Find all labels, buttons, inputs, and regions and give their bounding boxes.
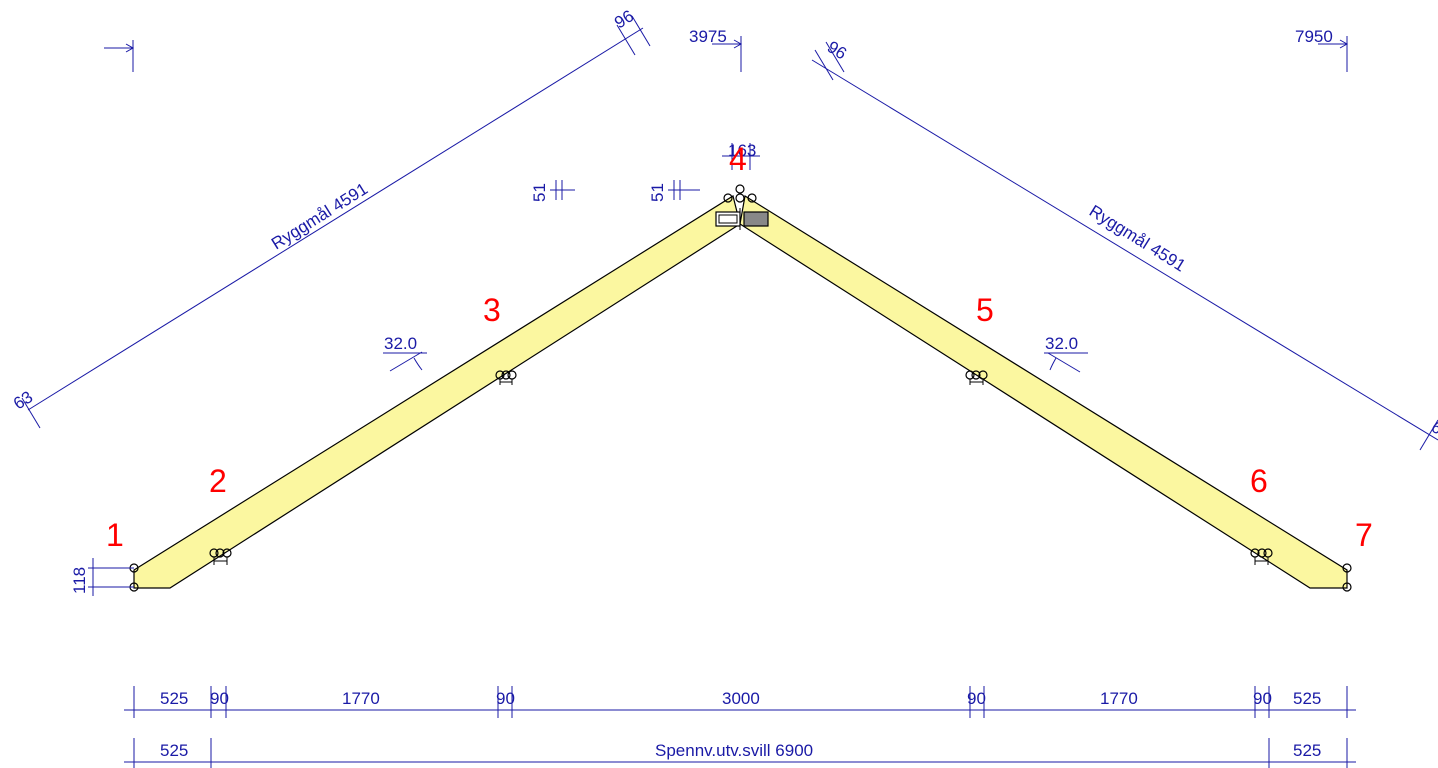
joint-right-lower [1250, 548, 1273, 565]
bottom-dim-6: 90 [967, 689, 986, 708]
right-rafter [739, 195, 1348, 589]
bottom-dim-row-1 [124, 686, 1356, 718]
ridge-gap-right-dim [668, 180, 700, 200]
joint-left-upper [495, 370, 517, 385]
heel-height-label: 118 [70, 567, 89, 594]
ridge-dim-tick [21, 397, 41, 429]
node-label-2: 2 [209, 463, 227, 499]
ridge-gap-left-label: 51 [530, 183, 549, 202]
bottom-row2-left-label: 525 [160, 741, 188, 760]
top-dim-total-label: 7950 [1295, 27, 1333, 46]
ridge-plate [715, 208, 769, 230]
eave-right-bolts [1342, 563, 1352, 592]
node-label-4: 4 [729, 141, 747, 177]
bottom-row2-span-label: Spennv.utv.svill 6900 [655, 741, 813, 760]
ridge-length-left-label: Ryggmål 4591 [268, 179, 371, 253]
bottom-dim-1: 525 [160, 689, 188, 708]
bottom-dim-3: 1770 [342, 689, 380, 708]
pitch-right-marker [1044, 352, 1088, 373]
ridge-dim-line-right [811, 59, 1438, 441]
pitch-right-label: 32.0 [1045, 334, 1078, 353]
left-rafter [133, 195, 741, 589]
ridge-gap-left-dim [550, 180, 575, 200]
top-ref-right [1318, 36, 1349, 72]
node-label-1: 1 [106, 517, 124, 553]
bottom-dim-2: 90 [210, 689, 229, 708]
heel-height-dim [88, 558, 134, 596]
ridge-dim-tick [814, 49, 834, 81]
ridge-dim-line-left [27, 27, 644, 411]
bottom-dim-row-2 [124, 738, 1356, 768]
joint-left-lower [209, 548, 232, 565]
overhang-right-label: 96 [824, 37, 850, 63]
node-label-5: 5 [976, 292, 994, 328]
bottom-row2-right-label: 525 [1293, 741, 1321, 760]
ridge-dim-tick [1419, 419, 1438, 451]
bottom-dim-9: 525 [1293, 689, 1321, 708]
bottom-dim-8: 90 [1253, 689, 1272, 708]
bottom-dim-4: 90 [496, 689, 515, 708]
top-ref-left [104, 40, 135, 72]
top-dim-mid-label: 3975 [689, 27, 727, 46]
eave-offset-right-label: 63 [1428, 417, 1438, 443]
ridge-gap-right-label: 51 [648, 183, 667, 202]
overhang-left-label: 96 [611, 6, 637, 32]
ridge-dim-tick [616, 24, 636, 56]
pitch-left-label: 32.0 [384, 334, 417, 353]
ridge-length-right-label: Ryggmål 4591 [1086, 201, 1189, 275]
ridge-bolts [723, 184, 757, 203]
node-label-7: 7 [1355, 517, 1373, 553]
pitch-left-marker [383, 351, 427, 372]
ridge-width-dim [722, 143, 760, 170]
eave-offset-left-label: 63 [10, 387, 36, 413]
ridge-width-label: 163 [728, 141, 756, 160]
top-ref-mid [712, 36, 743, 72]
bottom-dim-5: 3000 [722, 689, 760, 708]
ridge-dim-tick [825, 41, 845, 73]
node-label-6: 6 [1250, 463, 1268, 499]
bottom-dim-7: 1770 [1100, 689, 1138, 708]
ridge-dim-tick [631, 15, 651, 47]
joint-right-upper [965, 370, 988, 385]
node-label-3: 3 [483, 292, 501, 328]
